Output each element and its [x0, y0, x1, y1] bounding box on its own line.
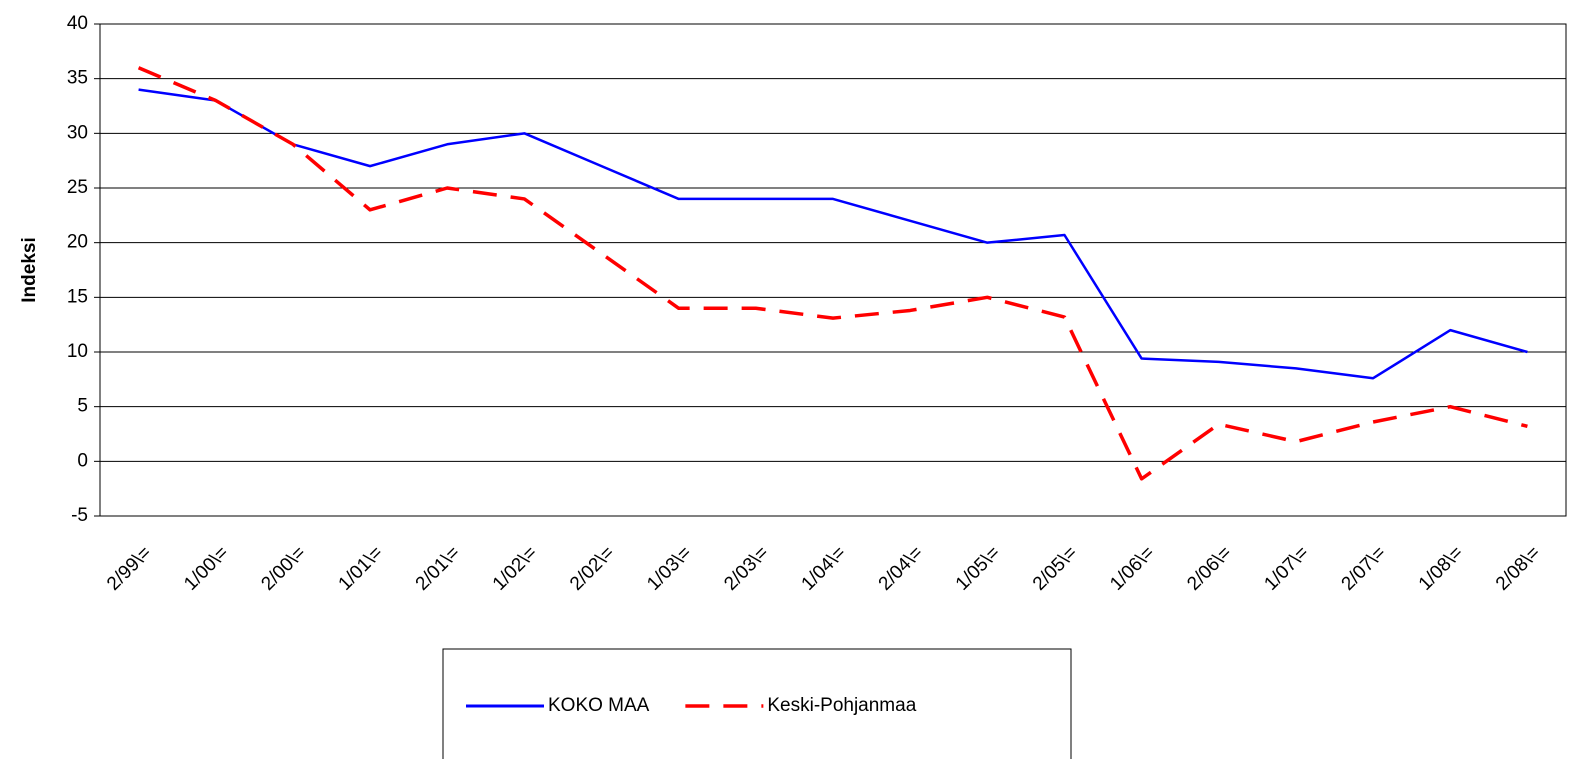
x-tick-label: 2/02\= [566, 542, 619, 595]
x-tick-label: 1/06\= [1106, 542, 1159, 595]
x-tick-label: 2/05\= [1029, 542, 1082, 595]
x-tick-label: 1/01\= [335, 542, 388, 595]
y-tick-label: -5 [71, 505, 88, 526]
x-tick-label: 2/03\= [720, 542, 773, 595]
y-tick-label: 35 [67, 68, 88, 89]
x-tick-label: 1/08\= [1415, 542, 1468, 595]
x-tick-label: 1/02\= [489, 542, 542, 595]
y-tick-label: 20 [67, 232, 88, 253]
y-axis-label: Indeksi [19, 237, 40, 302]
y-tick-label: 0 [77, 450, 88, 471]
x-tick-label: 2/04\= [875, 542, 928, 595]
y-tick-label: 25 [67, 177, 88, 198]
y-tick-label: 10 [67, 341, 88, 362]
x-tick-label: 2/08\= [1492, 542, 1545, 595]
x-tick-label: 1/03\= [643, 542, 696, 595]
y-tick-label: 15 [67, 286, 88, 307]
x-tick-label: 1/04\= [798, 542, 851, 595]
x-tick-label: 1/05\= [952, 542, 1005, 595]
plot-border [99, 23, 1567, 517]
x-tick-label: 1/07\= [1260, 542, 1313, 595]
y-tick-label: 5 [77, 396, 88, 417]
x-tick-label: 2/01\= [412, 542, 465, 595]
x-tick-label: 2/99\= [103, 542, 156, 595]
series-line [138, 88, 1528, 380]
y-tick-label: 30 [67, 122, 88, 143]
series-line [137, 66, 1528, 481]
x-tick-label: 2/07\= [1338, 542, 1391, 595]
legend: KOKO MAA Keski-Pohjanmaa [442, 648, 1072, 759]
legend-label: KOKO MAA [548, 695, 650, 716]
x-tick-label: 2/00\= [257, 542, 310, 595]
x-tick-label: 1/00\= [180, 542, 233, 595]
x-tick-label: 2/06\= [1183, 542, 1236, 595]
y-tick-label: 40 [67, 13, 88, 34]
legend-label: Keski-Pohjanmaa [767, 695, 916, 716]
legend-box [442, 648, 1072, 759]
